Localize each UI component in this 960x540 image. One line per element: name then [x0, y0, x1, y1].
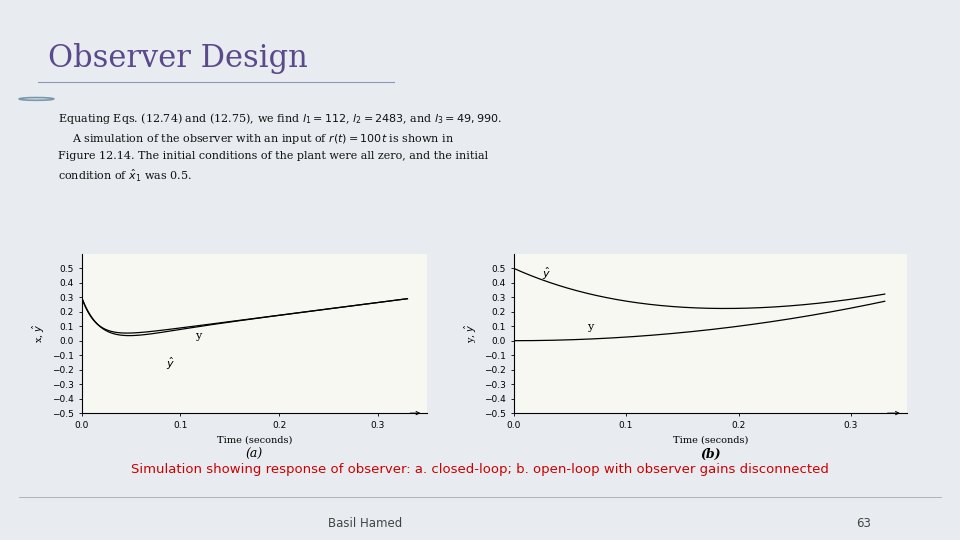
Text: (a): (a): [246, 448, 263, 461]
Text: y: y: [587, 322, 593, 332]
X-axis label: Time (seconds): Time (seconds): [217, 435, 292, 444]
Text: (b): (b): [700, 448, 721, 461]
Text: 63: 63: [856, 517, 872, 530]
Text: $\hat{y}$: $\hat{y}$: [165, 356, 175, 372]
Text: Basil Hamed: Basil Hamed: [327, 517, 402, 530]
Text: Observer Design: Observer Design: [48, 43, 308, 75]
Text: Equating Eqs. (12.74) and (12.75), we find $l_1 = 112$, $l_2 = 2483$, and $l_3 =: Equating Eqs. (12.74) and (12.75), we fi…: [58, 111, 501, 184]
X-axis label: Time (seconds): Time (seconds): [673, 435, 748, 444]
Text: Simulation showing response of observer: a. closed-loop; b. open-loop with obser: Simulation showing response of observer:…: [132, 463, 828, 476]
Text: $\hat{y}$: $\hat{y}$: [541, 265, 551, 282]
Y-axis label: y, $\hat{y}$: y, $\hat{y}$: [463, 323, 478, 343]
Y-axis label: x, $\hat{y}$: x, $\hat{y}$: [31, 323, 46, 343]
Text: y: y: [195, 330, 202, 341]
